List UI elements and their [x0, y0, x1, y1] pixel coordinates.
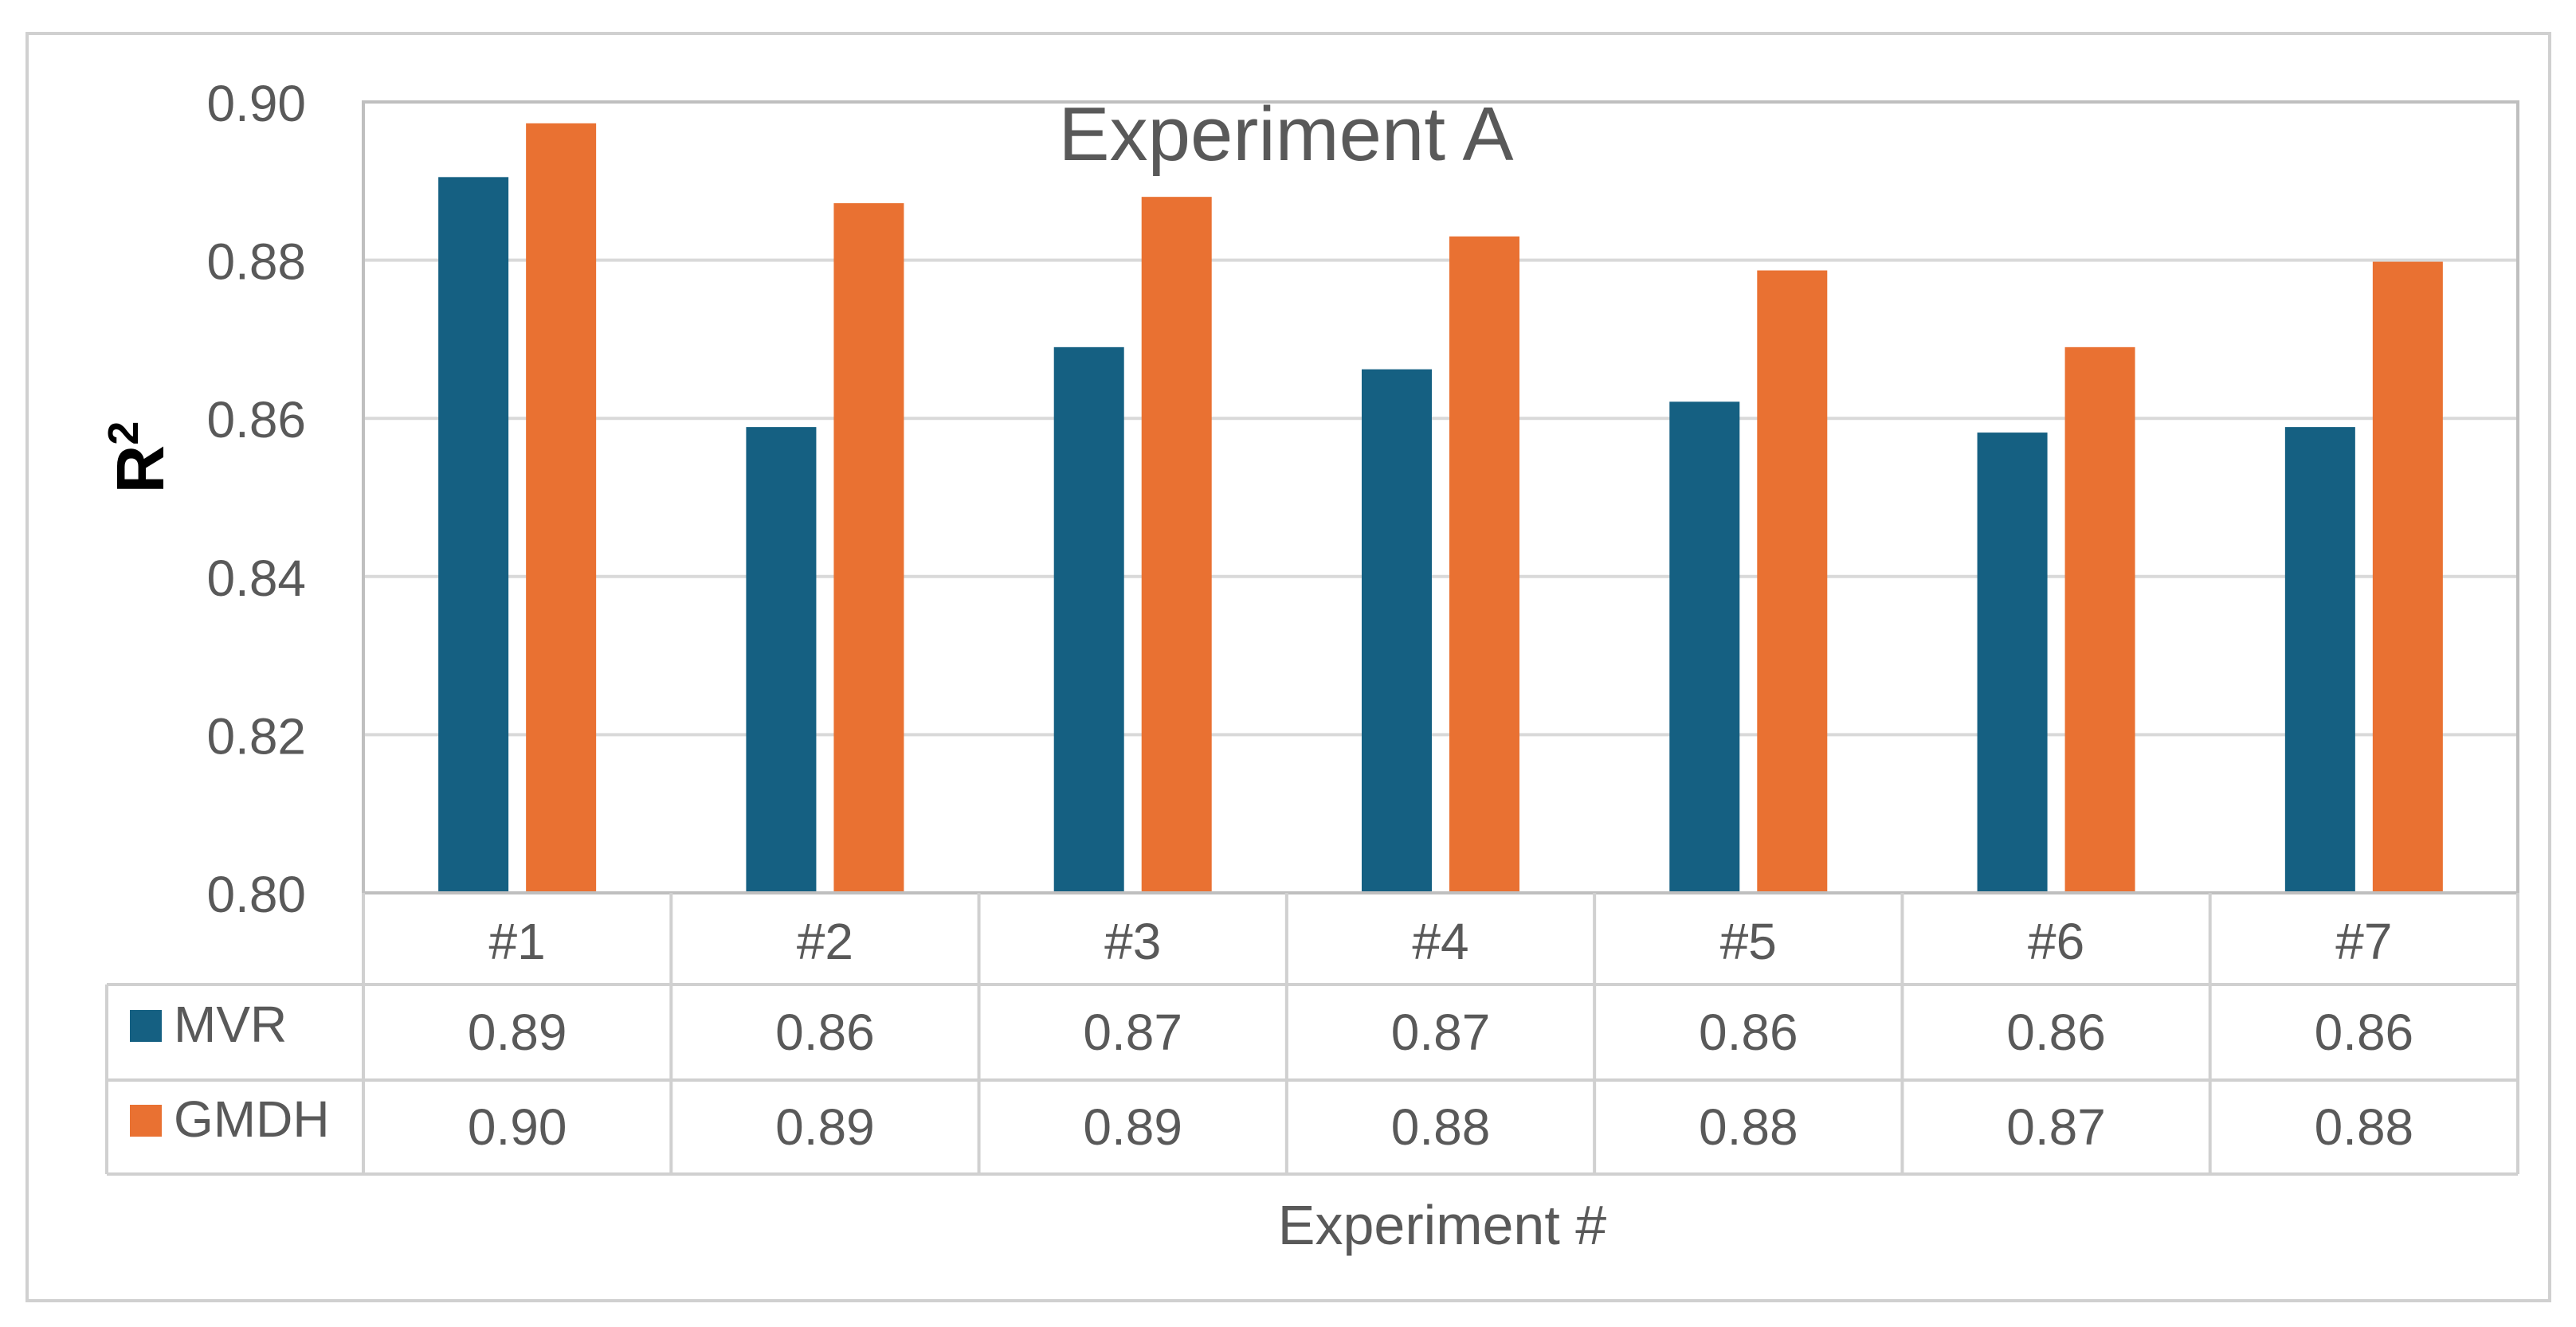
x-category-label: #4	[1412, 913, 1468, 970]
bar-gmdh-1	[526, 123, 597, 893]
y-tick-label: 0.86	[206, 391, 306, 448]
table-value: 0.88	[1391, 1098, 1491, 1156]
plot-area-frame	[362, 100, 2519, 894]
table-value: 0.86	[2006, 1004, 2106, 1061]
table-value: 0.88	[1699, 1098, 1798, 1156]
table-value: 0.87	[1391, 1004, 1491, 1061]
bar-mvr-6	[1977, 433, 2048, 893]
bar-gmdh-7	[2372, 261, 2443, 893]
x-category-label: #6	[2028, 913, 2084, 970]
x-category-label: #1	[489, 913, 546, 970]
bar-mvr-2	[746, 427, 817, 893]
y-axis-title: R2	[100, 421, 178, 494]
table-value: 0.86	[1699, 1004, 1798, 1061]
x-category-label: #5	[1720, 913, 1777, 970]
x-category-label: #3	[1104, 913, 1161, 970]
bar-mvr-4	[1362, 369, 1432, 893]
bar-mvr-7	[2284, 427, 2355, 893]
x-category-label: #7	[2335, 913, 2392, 970]
table-value: 0.90	[468, 1098, 567, 1156]
table-value: 0.88	[2315, 1098, 2414, 1156]
bar-gmdh-5	[1757, 270, 1828, 893]
table-value: 0.87	[2006, 1098, 2106, 1156]
bar-gmdh-2	[833, 203, 904, 893]
chart-border	[25, 32, 2551, 1302]
chart-title: Experiment A	[1059, 92, 1514, 177]
y-axis-title-superscript: 2	[100, 421, 147, 445]
y-axis: 0.80 0.82 0.84 0.86 0.88 0.90	[206, 75, 306, 923]
x-axis-title: Experiment #	[1278, 1194, 1606, 1256]
y-tick-label: 0.90	[206, 75, 306, 132]
legend-key-gmdh	[130, 1105, 162, 1137]
bar-gmdh-4	[1449, 236, 1519, 893]
y-tick-label: 0.88	[206, 233, 306, 291]
bars	[438, 123, 2443, 894]
table-value: 0.89	[775, 1098, 875, 1156]
y-tick-label: 0.80	[206, 866, 306, 923]
bar-mvr-3	[1053, 346, 1124, 894]
bar-gmdh-3	[1141, 197, 1212, 893]
bar-gmdh-6	[2064, 346, 2135, 894]
table-value: 0.86	[2315, 1004, 2414, 1061]
y-axis-title-base: R	[103, 445, 178, 494]
legend-label-gmdh: GMDH	[174, 1090, 330, 1148]
table-value: 0.89	[1083, 1098, 1182, 1156]
x-category-label: #2	[797, 913, 853, 970]
bar-mvr-1	[438, 177, 509, 893]
bar-mvr-5	[1669, 401, 1740, 893]
y-tick-label: 0.82	[206, 707, 306, 765]
legend-key-mvr	[130, 1010, 162, 1042]
table-value: 0.87	[1083, 1004, 1182, 1061]
table-value: 0.86	[775, 1004, 875, 1061]
table-value: 0.89	[468, 1004, 567, 1061]
data-table: #1 #2 #3 #4 #5 #6 #7 MVR 0.89 0.86 0.87 0.87 0.86 0.8…	[105, 893, 2519, 1176]
legend-label-mvr: MVR	[174, 996, 287, 1053]
y-tick-label: 0.84	[206, 550, 306, 607]
